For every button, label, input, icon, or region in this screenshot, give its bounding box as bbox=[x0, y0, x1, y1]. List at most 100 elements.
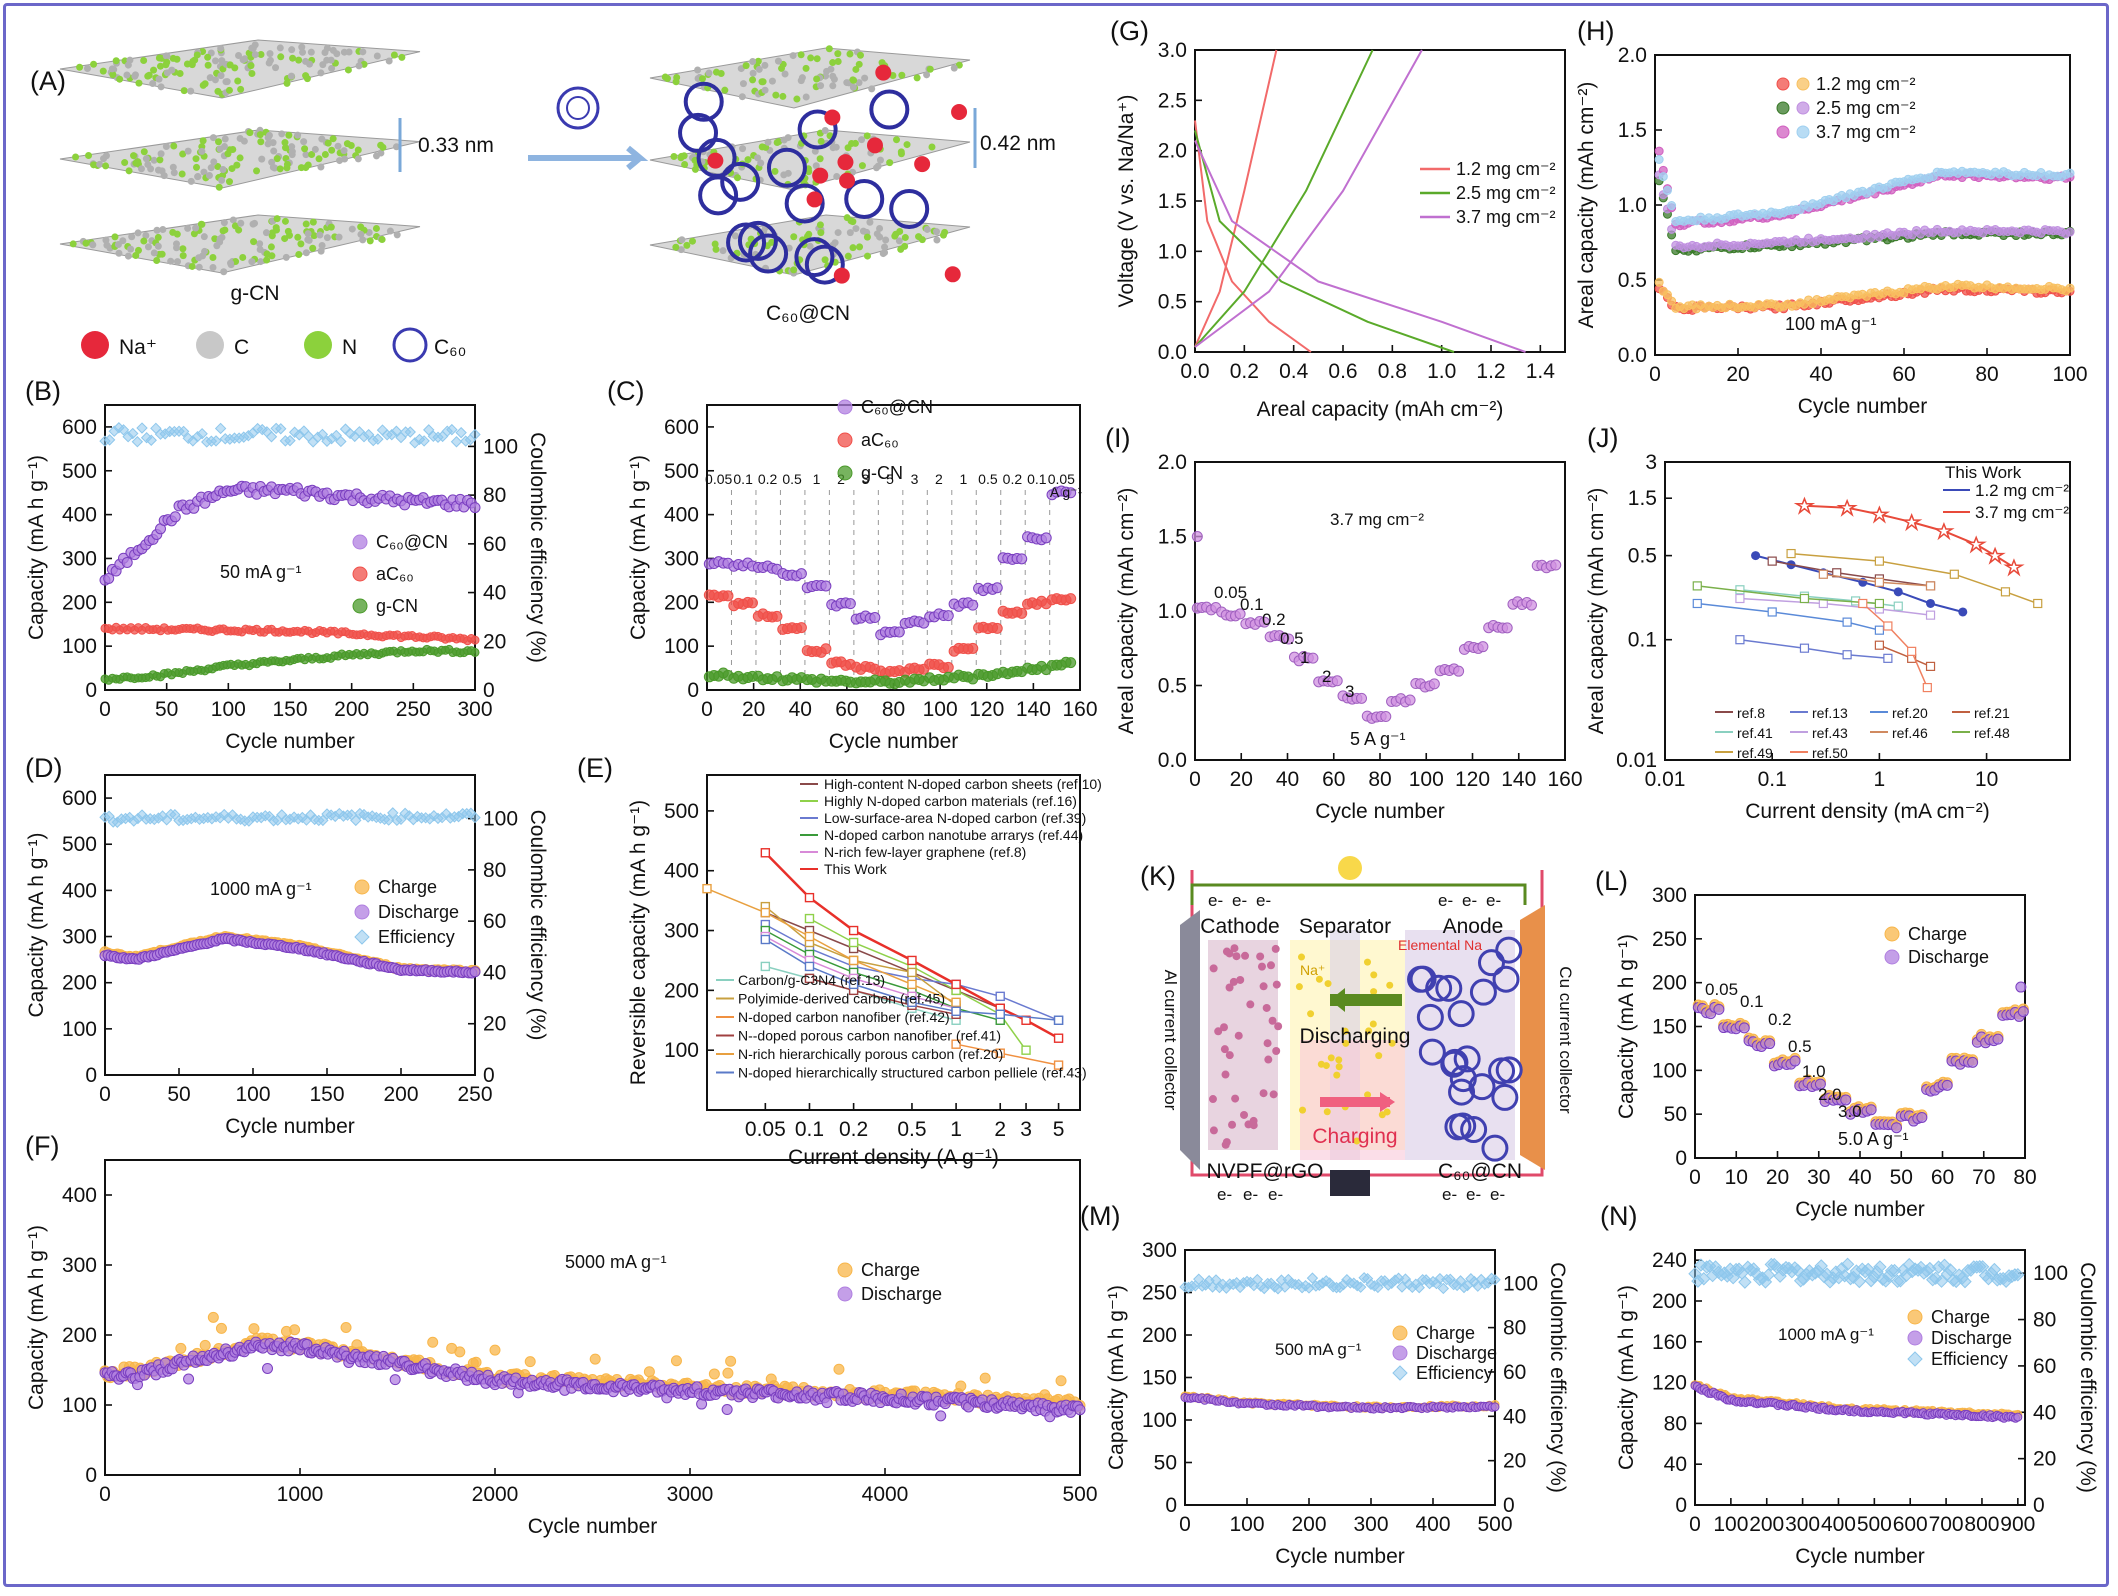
x-tick-label: 0 bbox=[1689, 1513, 1701, 1536]
annotation: 1000 mA g⁻¹ bbox=[1778, 1325, 1874, 1344]
point-c-cn bbox=[795, 568, 807, 580]
atom bbox=[221, 226, 229, 234]
marker-square bbox=[1767, 607, 1777, 617]
atom bbox=[329, 135, 337, 143]
x-tick-label: 0 bbox=[1179, 1513, 1191, 1536]
y-tick-label: 400 bbox=[62, 504, 97, 527]
panel-label: (E) bbox=[577, 753, 613, 783]
point-charge bbox=[1055, 1375, 1067, 1387]
point-series bbox=[1667, 201, 1677, 211]
atom bbox=[749, 76, 757, 84]
atom bbox=[324, 139, 332, 147]
legend-label: Carbon/g-C3N4 (ref.13) bbox=[738, 972, 885, 988]
point-ac- bbox=[470, 635, 480, 645]
point-charge bbox=[470, 1356, 482, 1368]
y-tick-label: 0.1 bbox=[1628, 629, 1657, 652]
atom bbox=[932, 228, 940, 236]
atom bbox=[306, 60, 314, 68]
atom bbox=[83, 65, 91, 73]
legend-label: 3.7 mg cm⁻² bbox=[1816, 122, 1916, 142]
y2-tick-label: 40 bbox=[483, 582, 506, 605]
atom bbox=[237, 85, 245, 93]
point-series bbox=[469, 428, 481, 441]
atom bbox=[895, 237, 903, 245]
curve-charge bbox=[1194, 49, 1423, 348]
atom bbox=[663, 75, 671, 83]
x-tick-label: 0.8 bbox=[1378, 360, 1407, 383]
legend-label: N--doped porous carbon nanofiber (ref.41… bbox=[738, 1028, 1001, 1044]
y2-tick-label: 80 bbox=[483, 859, 506, 882]
point-ac- bbox=[820, 643, 832, 655]
y-tick-label: 300 bbox=[1142, 1239, 1177, 1262]
point-charge bbox=[289, 1324, 301, 1336]
atom bbox=[882, 236, 890, 244]
x-tick-label: 100 bbox=[2052, 363, 2087, 386]
y-tick-label: 1.5 bbox=[1158, 526, 1187, 549]
atom bbox=[211, 57, 219, 65]
x-tick-label: 10 bbox=[1725, 1166, 1748, 1189]
atom bbox=[281, 139, 289, 147]
atom bbox=[142, 155, 150, 163]
x-axis-label: Cycle number bbox=[1795, 1198, 1925, 1221]
atom bbox=[310, 232, 318, 240]
atom bbox=[781, 70, 789, 78]
point-discharge bbox=[1713, 1003, 1725, 1015]
point-efficiency bbox=[350, 814, 362, 827]
point-areal bbox=[1331, 675, 1343, 687]
y-axis-label: Capacity (mA h g⁻¹) bbox=[627, 455, 650, 640]
atom bbox=[677, 246, 685, 254]
atom bbox=[187, 87, 195, 95]
bulb-icon bbox=[1338, 856, 1362, 880]
y-tick-label: 0 bbox=[85, 1464, 97, 1487]
atom bbox=[149, 80, 157, 88]
solar-panel-icon bbox=[1330, 1170, 1370, 1196]
x-tick-label: 100 bbox=[235, 1083, 270, 1106]
legend-marker bbox=[1884, 949, 1900, 965]
atom bbox=[821, 256, 829, 264]
c60-molecule bbox=[683, 81, 724, 122]
rate-label: 0.1 bbox=[733, 471, 753, 487]
atom bbox=[200, 168, 208, 176]
electron-label: e- bbox=[1268, 1185, 1283, 1204]
atom bbox=[172, 240, 180, 248]
point-c-cn bbox=[942, 610, 954, 622]
y-tick-label: 240 bbox=[1652, 1249, 1687, 1272]
atom bbox=[217, 72, 225, 80]
y-tick-label: 100 bbox=[1652, 1059, 1687, 1082]
y-tick-label: 100 bbox=[62, 1018, 97, 1041]
y-tick-label: 500 bbox=[664, 460, 699, 483]
x-tick-label: 0 bbox=[1689, 1166, 1701, 1189]
na-ion bbox=[837, 154, 854, 171]
atom bbox=[780, 171, 788, 179]
point-series bbox=[1654, 146, 1664, 156]
atom bbox=[864, 252, 872, 260]
y-tick-label: 1.0 bbox=[1158, 240, 1187, 263]
legend-atom-label: N bbox=[342, 336, 357, 359]
atom bbox=[863, 233, 871, 241]
legend-label: aC₆₀ bbox=[861, 430, 899, 450]
atom bbox=[844, 252, 852, 260]
atom bbox=[823, 67, 831, 75]
atom bbox=[144, 243, 152, 251]
annotation: 3.7 mg cm⁻² bbox=[1330, 510, 1424, 529]
atom bbox=[116, 75, 124, 83]
y2-tick-label: 100 bbox=[483, 435, 518, 458]
atom bbox=[790, 266, 798, 274]
point-areal bbox=[1501, 622, 1513, 634]
x-tick-label: 50 bbox=[155, 698, 178, 721]
y-axis-label: Capacity (mA h g⁻¹) bbox=[1615, 934, 1638, 1119]
legend-marker bbox=[1907, 1309, 1923, 1325]
cathode-particle bbox=[1246, 1000, 1255, 1009]
point-efficiency bbox=[382, 814, 395, 826]
atom bbox=[266, 50, 274, 58]
atom bbox=[272, 64, 280, 72]
atom bbox=[216, 235, 224, 243]
point-c-cn bbox=[820, 580, 832, 592]
rate-label: 3 bbox=[911, 471, 919, 487]
atom bbox=[257, 50, 265, 58]
atom bbox=[278, 130, 286, 138]
point-charge bbox=[708, 1368, 720, 1380]
point-series bbox=[127, 427, 139, 440]
x-tick-label: 5 bbox=[1053, 1118, 1065, 1141]
nvpf-label: NVPF@rGO bbox=[1207, 1160, 1324, 1183]
